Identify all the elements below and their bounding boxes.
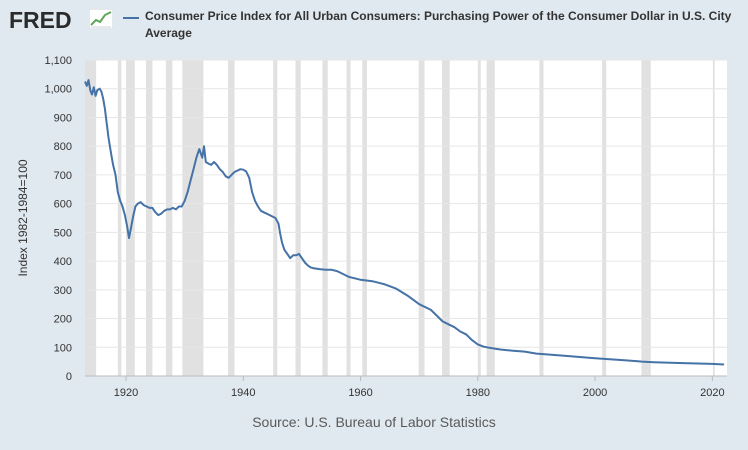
chart-title: Consumer Price Index for All Urban Consu…	[145, 9, 732, 40]
y-tick-label: 300	[54, 285, 72, 297]
line-chart: 0 100 200 300 400 500 600 700 800 900 1,000 1,100 1…	[16, 55, 727, 399]
recession-band	[117, 60, 122, 376]
y-tick-label: 100	[54, 342, 72, 354]
recession-band	[362, 60, 368, 376]
recession-band	[712, 60, 715, 376]
recession-band	[486, 60, 495, 376]
y-axis-ticks: 0 100 200 300 400 500 600 700 800 900 1,000 1,100	[44, 55, 72, 383]
y-tick-label: 1,000	[44, 84, 72, 96]
y-tick-label: 500	[54, 227, 72, 239]
source-note: Source: U.S. Bureau of Labor Statistics	[252, 414, 496, 430]
recession-band	[346, 60, 351, 376]
recession-band	[442, 60, 450, 376]
x-tick-label: 2020	[700, 387, 724, 399]
x-axis-ticks: 1920 1940 1960 1980 2000 2020	[114, 376, 725, 399]
recession-band	[322, 60, 328, 376]
recession-band	[602, 60, 607, 376]
line-graph-icon	[89, 9, 113, 29]
recession-band	[85, 60, 97, 376]
recession-band	[145, 60, 153, 376]
y-tick-label: 400	[54, 256, 72, 268]
x-tick-label: 2000	[583, 387, 607, 399]
legend-swatch	[123, 17, 139, 19]
x-tick-label: 1920	[114, 387, 138, 399]
recession-band	[641, 60, 651, 376]
recession-band	[539, 60, 544, 376]
recession-band	[477, 60, 481, 376]
x-tick-label: 1940	[231, 387, 255, 399]
y-tick-label: 0	[66, 371, 72, 383]
x-tick-label: 1980	[466, 387, 490, 399]
y-tick-label: 600	[54, 199, 72, 211]
y-tick-label: 1,100	[44, 55, 72, 67]
chart-header: FRED Consumer Price Index for All Urban …	[0, 0, 748, 50]
y-tick-label: 200	[54, 314, 72, 326]
y-tick-label: 900	[54, 112, 72, 124]
fred-logo[interactable]: FRED	[9, 7, 72, 33]
recession-band	[182, 60, 204, 376]
recession-band	[165, 60, 173, 376]
recession-band	[126, 60, 135, 376]
y-axis-label: Index 1982-1984=100	[16, 159, 30, 276]
recession-band	[295, 60, 301, 376]
y-tick-label: 800	[54, 141, 72, 153]
recession-band	[228, 60, 235, 376]
grid-lines	[85, 59, 727, 377]
y-tick-label: 700	[54, 170, 72, 182]
series-line	[84, 79, 725, 366]
recession-band	[418, 60, 425, 376]
x-tick-label: 1960	[348, 387, 372, 399]
plot-background	[85, 60, 727, 376]
